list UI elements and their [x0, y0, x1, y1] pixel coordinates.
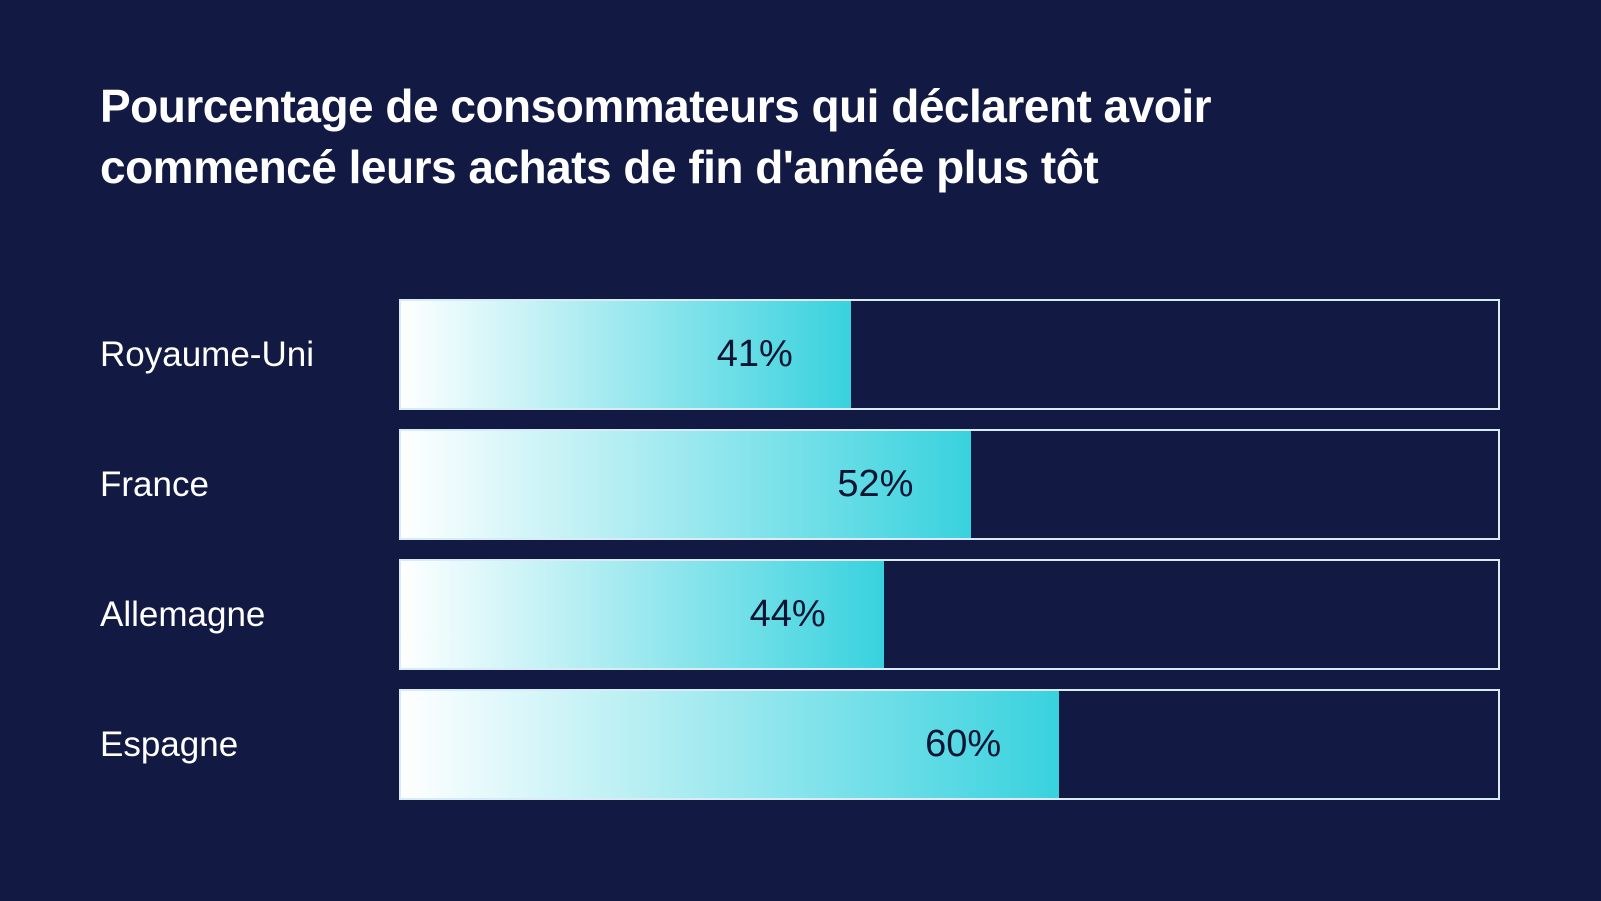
bar-fill: 44% — [401, 561, 884, 668]
bar-fill: 60% — [401, 691, 1060, 798]
value-label: 60% — [925, 723, 1002, 765]
category-label: Espagne — [100, 724, 239, 764]
bar-fill: 41% — [401, 301, 851, 408]
chart-title: Pourcentage de consommateurs qui déclare… — [100, 80, 1212, 193]
bar-row: Espagne 60% — [100, 689, 1500, 800]
bar-track: 41% — [399, 299, 1500, 410]
bar-track: 44% — [399, 559, 1500, 670]
bar-track: 60% — [399, 689, 1500, 800]
bar-row: Allemagne 44% — [100, 559, 1500, 670]
bar-track: 52% — [399, 429, 1500, 540]
bar-row: Royaume-Uni 41% — [100, 299, 1500, 410]
value-label: 44% — [749, 593, 826, 635]
bar-chart: Royaume-Uni 41% France 52% Allemagne 44%… — [100, 299, 1500, 800]
value-label: 41% — [716, 333, 793, 375]
bar-row: France 52% — [100, 429, 1500, 540]
category-label: France — [100, 464, 209, 504]
bar-fill: 52% — [401, 431, 972, 538]
category-label: Allemagne — [100, 594, 266, 634]
category-label: Royaume-Uni — [100, 334, 314, 374]
value-label: 52% — [837, 463, 914, 505]
